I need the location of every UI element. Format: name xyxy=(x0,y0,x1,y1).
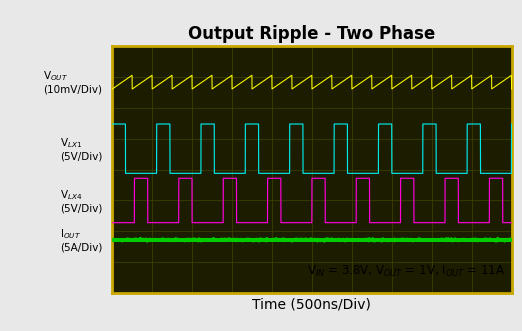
Text: V$_{LX4}$
(5V/Div): V$_{LX4}$ (5V/Div) xyxy=(60,188,102,213)
Title: Output Ripple - Two Phase: Output Ripple - Two Phase xyxy=(188,25,435,43)
X-axis label: Time (500ns/Div): Time (500ns/Div) xyxy=(253,297,371,311)
Text: V$_{OUT}$
(10mV/Div): V$_{OUT}$ (10mV/Div) xyxy=(43,70,102,95)
Text: V$_{LX1}$
(5V/Div): V$_{LX1}$ (5V/Div) xyxy=(60,136,102,162)
Text: V$_{IN}$ = 3.8V, V$_{OUT}$ = 1V, I$_{OUT}$ = 11A: V$_{IN}$ = 3.8V, V$_{OUT}$ = 1V, I$_{OUT… xyxy=(307,264,506,279)
Text: I$_{OUT}$
(5A/Div): I$_{OUT}$ (5A/Div) xyxy=(60,227,102,253)
